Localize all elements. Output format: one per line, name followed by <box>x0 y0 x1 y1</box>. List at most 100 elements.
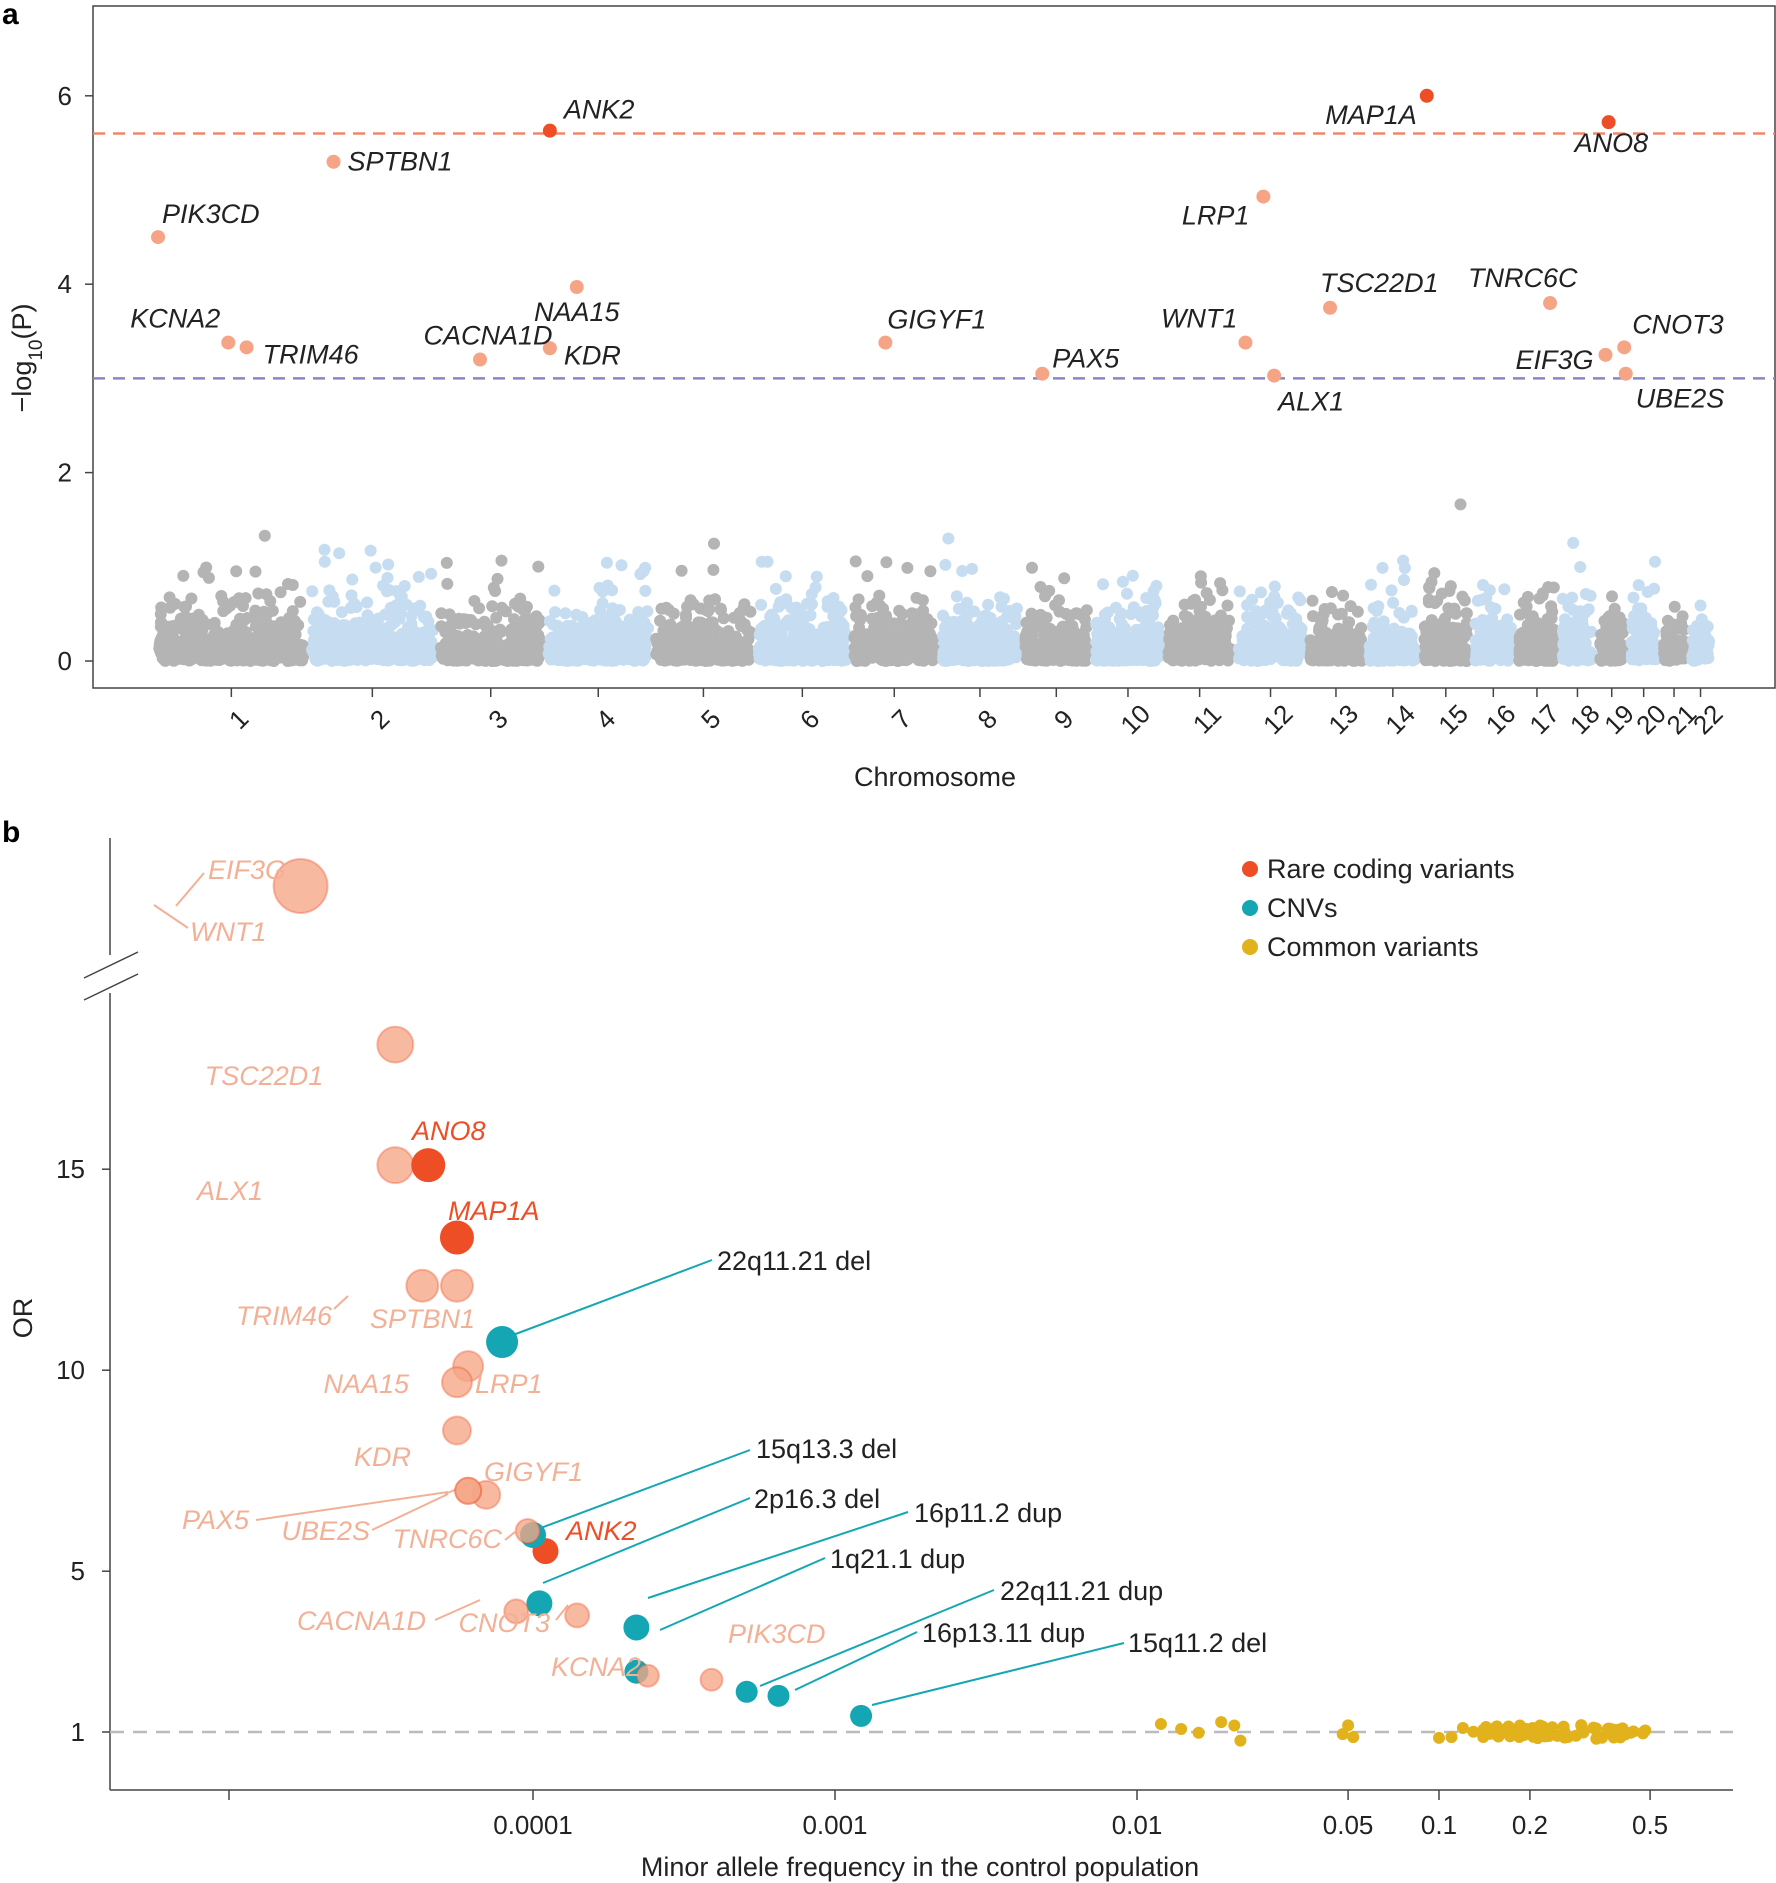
snp-point <box>178 625 191 638</box>
snp-point <box>829 612 841 625</box>
snp-point <box>576 611 589 623</box>
snp-point <box>1423 581 1436 594</box>
snp-point <box>1566 591 1579 604</box>
snp-point <box>314 623 327 636</box>
snp-point <box>574 621 586 634</box>
snp-point <box>1124 608 1137 621</box>
snp-point <box>1216 584 1229 597</box>
snp-point <box>318 555 331 568</box>
snp-point <box>1026 561 1038 574</box>
snp-point <box>777 654 790 667</box>
snp-point <box>1031 653 1044 666</box>
snp-point <box>365 653 377 665</box>
manhattan-points <box>153 498 1715 667</box>
snp-point <box>1390 642 1403 655</box>
snp-point <box>212 626 225 639</box>
snp-point <box>510 617 523 630</box>
snp-point <box>979 654 992 667</box>
snp-point <box>155 601 168 614</box>
snp-point <box>350 600 363 612</box>
snp-point <box>1268 580 1281 593</box>
snp-point <box>1584 589 1597 602</box>
snp-point <box>414 599 427 612</box>
snp-point <box>1594 653 1607 666</box>
snp-point <box>1627 591 1640 604</box>
snp-point <box>1260 637 1273 650</box>
snp-point <box>1033 619 1046 632</box>
snp-point <box>494 623 506 636</box>
snp-point <box>720 628 733 641</box>
snp-point <box>1306 594 1319 607</box>
snp-point <box>589 614 602 627</box>
snp-point <box>1341 622 1354 635</box>
snp-point <box>369 561 382 574</box>
snp-point <box>1406 642 1418 655</box>
snp-point <box>715 604 727 616</box>
snp-point <box>1179 632 1192 645</box>
snp-point <box>693 640 706 653</box>
snp-point <box>1632 579 1645 592</box>
snp-point <box>1648 582 1661 595</box>
snp-point <box>180 647 193 659</box>
snp-point <box>925 617 938 630</box>
snp-point <box>549 606 562 619</box>
snp-point <box>1422 593 1435 606</box>
snp-point <box>1377 650 1390 663</box>
snp-point <box>559 607 572 620</box>
snp-point <box>955 626 968 639</box>
snp-point <box>1270 621 1283 634</box>
snp-point <box>1636 637 1649 650</box>
snp-point <box>1542 581 1555 594</box>
snp-point <box>641 605 654 618</box>
snp-point <box>657 639 670 652</box>
snp-point <box>1456 590 1469 603</box>
snp-point <box>1233 585 1246 598</box>
snp-point <box>600 556 613 569</box>
snp-point <box>1562 654 1575 667</box>
snp-point <box>249 565 262 578</box>
snp-point <box>1078 613 1091 626</box>
snp-point <box>1324 602 1337 615</box>
snp-point <box>695 616 708 629</box>
snp-point <box>1240 646 1253 659</box>
snp-point <box>156 617 169 630</box>
snp-point <box>352 638 365 651</box>
snp-point <box>1365 578 1377 591</box>
snp-point <box>1482 650 1494 662</box>
snp-point <box>810 570 823 583</box>
snp-point <box>941 615 954 628</box>
snp-point <box>1058 572 1071 585</box>
snp-point <box>1121 587 1133 600</box>
snp-point <box>192 643 205 656</box>
snp-point <box>1097 648 1110 661</box>
y-tick-label: 6 <box>58 81 72 111</box>
snp-point <box>1648 626 1661 639</box>
snp-point <box>321 652 334 665</box>
snp-point <box>756 629 769 642</box>
snp-point <box>294 595 307 608</box>
snp-point <box>1153 638 1165 651</box>
snp-point <box>1214 622 1227 634</box>
snp-point <box>988 637 1001 650</box>
snp-point <box>1594 637 1607 650</box>
snp-point <box>1211 650 1224 663</box>
snp-point <box>182 637 195 650</box>
snp-point <box>495 601 508 614</box>
y-tick-label: 0 <box>58 646 72 676</box>
snp-point <box>661 626 674 639</box>
snp-point <box>272 642 285 654</box>
snp-point <box>1325 586 1338 598</box>
snp-point <box>1266 605 1279 618</box>
snp-point <box>627 653 640 665</box>
snp-point <box>1666 648 1679 661</box>
snp-point <box>817 649 830 662</box>
snp-point <box>566 650 579 663</box>
snp-point <box>924 565 937 578</box>
snp-point <box>627 636 639 649</box>
snp-point <box>1567 536 1580 549</box>
snp-point <box>1116 575 1129 588</box>
snp-point <box>1009 603 1022 616</box>
snp-point <box>1034 608 1047 621</box>
